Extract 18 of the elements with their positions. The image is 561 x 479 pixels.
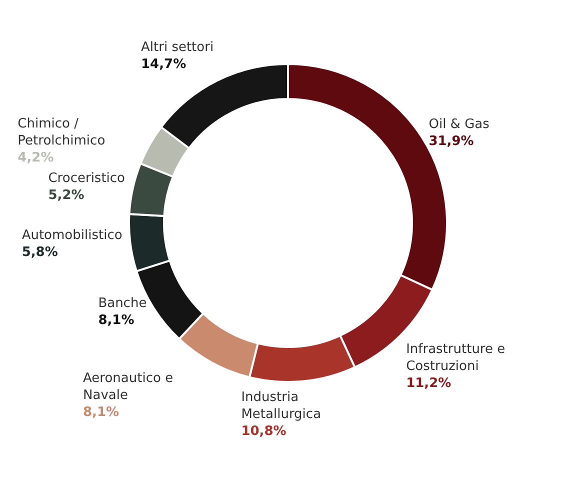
data-label: 14,7% — [141, 56, 188, 74]
data-label: 10,8% — [241, 423, 288, 440]
data-label: 8,1% — [83, 404, 120, 421]
slice-label: Automobilistico — [22, 226, 122, 244]
data-label: 5,2% — [48, 186, 86, 204]
slice-label: Banche — [98, 295, 147, 312]
slice-label: Industria Metallurgica — [241, 389, 322, 424]
slice-label: Croceristico — [48, 170, 126, 187]
data-label: 4,2% — [18, 149, 55, 166]
slice-label: Chimico / Petrolchimico — [18, 115, 106, 150]
slice-label: Altri settori — [141, 39, 214, 56]
data-label: 31,9% — [428, 133, 475, 150]
data-label: 5,8% — [22, 244, 59, 261]
slice-label: Aeronautico e Navale — [83, 370, 174, 404]
slice-label: Oil & Gas — [428, 116, 490, 134]
data-label: 11,2% — [406, 375, 452, 392]
data-label: 8,1% — [98, 312, 136, 330]
slice-label: Infrastrutture e Costruzioni — [406, 341, 506, 376]
